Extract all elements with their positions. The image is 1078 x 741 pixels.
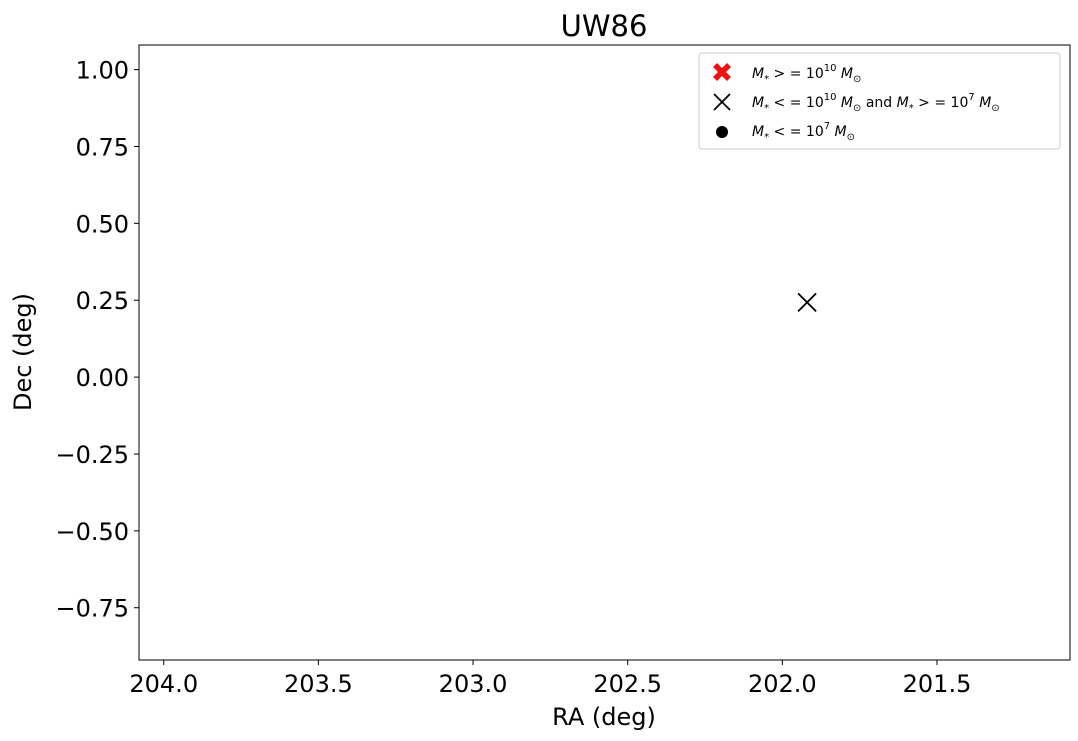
y-tick-label: 1.00 xyxy=(76,57,129,85)
legend-label-mid-mass: M* < = 1010 M⊙ and M* > = 107 M⊙ xyxy=(752,92,1000,114)
legend-entry-low-mass: M* < = 107 M⊙ xyxy=(716,121,855,143)
chart-title: UW86 xyxy=(561,9,648,43)
legend-marker-x-icon xyxy=(713,93,731,111)
legend-marker-filled-x-icon xyxy=(713,63,731,81)
y-tick-label: −0.75 xyxy=(55,595,129,623)
x-axis-label: RA (deg) xyxy=(552,703,656,731)
y-axis-label: Dec (deg) xyxy=(9,293,37,411)
x-tick-label: 203.5 xyxy=(284,670,353,698)
x-tick-label: 202.0 xyxy=(748,670,817,698)
plot-frame xyxy=(138,44,1071,661)
y-axis-ticks: 1.00 0.75 0.50 0.25 0.00 −0.25 −0.50 −0.75 xyxy=(55,57,139,623)
x-tick-label: 204.0 xyxy=(129,670,198,698)
legend-label-high-mass: M* > = 1010 M⊙ xyxy=(752,63,861,85)
legend-entry-high-mass: M* > = 1010 M⊙ xyxy=(713,63,861,85)
scatter-points xyxy=(797,292,817,313)
x-axis-ticks: 204.0 203.5 203.0 202.5 202.0 201.5 xyxy=(129,660,971,698)
x-tick-label: 201.5 xyxy=(903,670,972,698)
y-tick-label: 0.50 xyxy=(76,210,129,238)
y-tick-label: 0.25 xyxy=(76,287,129,315)
x-tick-label: 202.5 xyxy=(593,670,662,698)
legend: M* > = 1010 M⊙ M* < = 1010 M⊙ and M* > =… xyxy=(698,52,1061,150)
legend-entry-mid-mass: M* < = 1010 M⊙ and M* > = 107 M⊙ xyxy=(713,92,1000,114)
data-point-x-marker xyxy=(797,292,817,313)
y-tick-label: 0.00 xyxy=(76,364,129,392)
y-tick-label: −0.25 xyxy=(55,441,129,469)
legend-marker-circle-icon xyxy=(716,126,728,138)
legend-box xyxy=(698,52,1061,150)
y-tick-label: 0.75 xyxy=(76,133,129,161)
x-tick-label: 203.0 xyxy=(439,670,508,698)
y-tick-label: −0.50 xyxy=(55,518,129,546)
legend-label-low-mass: M* < = 107 M⊙ xyxy=(752,121,855,143)
